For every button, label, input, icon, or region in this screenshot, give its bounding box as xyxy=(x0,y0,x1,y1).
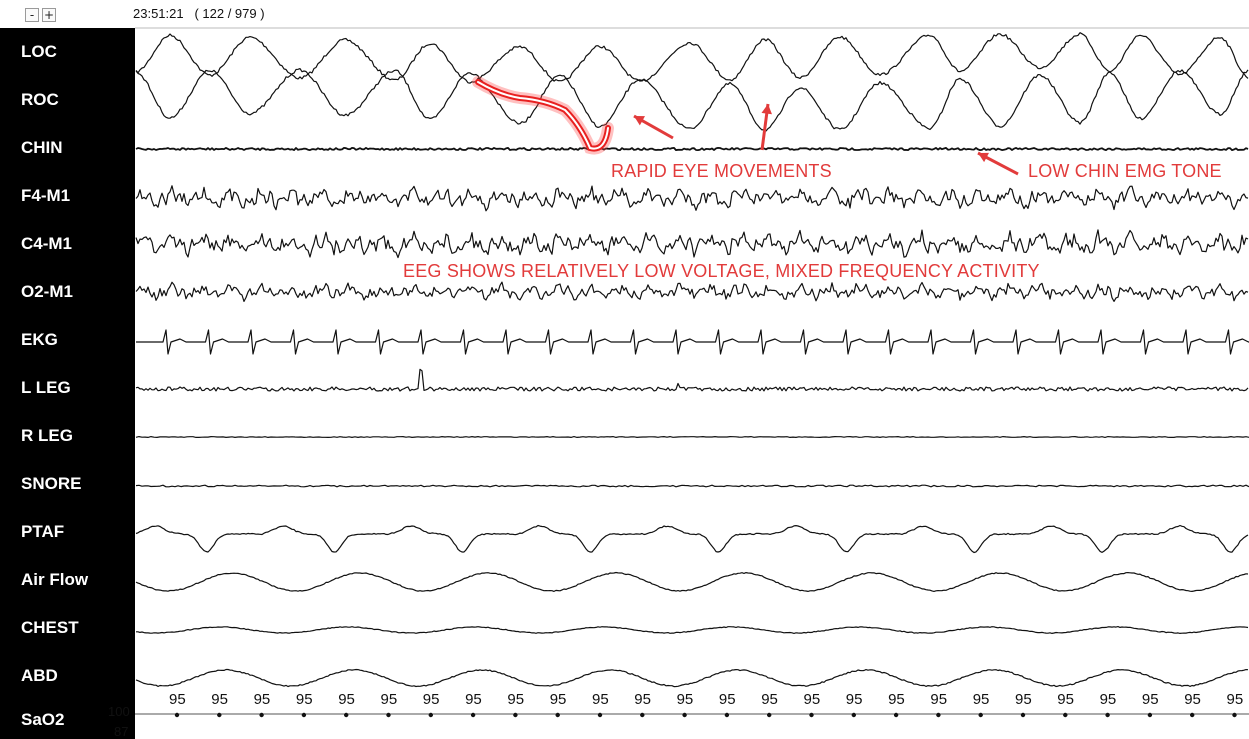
channel-label-r-leg: R LEG xyxy=(21,426,73,445)
trace-l-leg xyxy=(135,368,1249,392)
channel-label-loc: LOC xyxy=(21,42,57,61)
epoch-counter: ( 122 / 979 ) xyxy=(194,6,265,21)
channel-label-roc: ROC xyxy=(21,90,59,109)
sao2-value: 95 xyxy=(930,691,948,708)
sao2-value: 95 xyxy=(169,691,186,708)
sao2-value: 95 xyxy=(1057,691,1074,708)
sao2-marker xyxy=(767,712,772,718)
sao2-scale-min: 87 xyxy=(114,724,129,739)
sao2-value: 95 xyxy=(1141,691,1159,708)
sao2-marker xyxy=(217,712,222,718)
sao2-marker xyxy=(259,712,264,718)
sao2-marker xyxy=(640,712,645,718)
sao2-value: 95 xyxy=(592,691,609,708)
sao2-marker xyxy=(1232,712,1237,718)
channel-label-sao2: SaO2 xyxy=(21,710,65,729)
sao2-marker xyxy=(301,712,307,718)
zoom-in-button[interactable]: + xyxy=(42,8,56,22)
trace-o2-m1 xyxy=(135,281,1249,302)
sao2-value: 95 xyxy=(718,691,736,708)
highlight-core xyxy=(477,81,609,150)
sao2-value: 95 xyxy=(1099,691,1117,708)
sao2-marker xyxy=(513,712,518,718)
sao2-value: 95 xyxy=(1015,691,1032,708)
sao2-value: 95 xyxy=(803,691,821,708)
trace-loc xyxy=(135,32,1249,84)
sao2-marker xyxy=(1105,712,1110,718)
channel-label-o2-m1: O2-M1 xyxy=(21,282,73,301)
sao2-value: 95 xyxy=(465,691,482,708)
sao2-marker xyxy=(428,712,433,718)
sao2-marker xyxy=(174,712,180,718)
trace-air-flow xyxy=(135,571,1249,592)
sao2-value: 95 xyxy=(761,691,778,708)
sao2-value: 95 xyxy=(972,691,990,708)
trace-ekg xyxy=(136,329,1249,355)
sao2-value: 95 xyxy=(507,691,525,708)
sao2-marker xyxy=(682,712,687,718)
sao2-value: 95 xyxy=(422,691,440,708)
channel-label-abd: ABD xyxy=(21,666,58,685)
epoch-indicator: 23:51:21 ( 122 / 979 ) xyxy=(133,6,265,21)
sao2-marker xyxy=(978,712,983,718)
sao2-scale-max: 100 xyxy=(108,704,130,719)
arrow-chin-head xyxy=(978,152,989,163)
sao2-marker xyxy=(1020,712,1026,718)
sao2-marker xyxy=(893,712,899,718)
annotation-rapid-eye-movements: RAPID EYE MOVEMENTS xyxy=(611,161,832,181)
sao2-value: 95 xyxy=(845,691,863,708)
sao2-value: 95 xyxy=(676,691,694,708)
sao2-marker xyxy=(1063,712,1068,718)
trace-chin xyxy=(135,147,1249,151)
channel-label-chin: CHIN xyxy=(21,138,63,157)
trace-ptaf xyxy=(135,524,1249,554)
sao2-marker xyxy=(470,712,476,718)
sao2-marker xyxy=(344,712,349,718)
sao2-value: 95 xyxy=(1226,691,1244,708)
channel-label-ptaf: PTAF xyxy=(21,522,65,541)
sao2-value: 95 xyxy=(549,691,567,708)
arrow-rem-left-head xyxy=(634,116,645,126)
trace-abd xyxy=(135,668,1249,688)
channel-label-f4-m1: F4-M1 xyxy=(21,186,71,205)
trace-roc xyxy=(135,68,1249,132)
trace-c4-m1 xyxy=(135,229,1249,259)
sao2-marker xyxy=(1190,712,1195,718)
annotation-low-chin-emg-tone: LOW CHIN EMG TONE xyxy=(1028,161,1222,181)
toolbar: - + 23:51:21 ( 122 / 979 ) xyxy=(0,0,1249,28)
arrow-rem-up-head xyxy=(761,104,772,115)
sao2-marker xyxy=(851,712,856,718)
trace-chest xyxy=(136,626,1249,634)
sao2-value: 95 xyxy=(888,691,905,708)
sao2-value: 95 xyxy=(1184,691,1201,708)
trace-r-leg xyxy=(135,436,1249,438)
channel-label-ekg: EKG xyxy=(21,330,58,349)
trace-snore xyxy=(135,484,1249,488)
channel-label-panel: LOC ROC CHIN F4-M1 C4-M1 O2-M1 EKG L LEG… xyxy=(0,28,135,739)
sao2-value: 95 xyxy=(380,691,398,708)
channel-label-c4-m1: C4-M1 xyxy=(21,234,73,253)
sao2-marker xyxy=(597,712,603,718)
sao2-value: 95 xyxy=(211,691,228,708)
channel-label-l-leg: L LEG xyxy=(21,378,71,397)
sao2-marker xyxy=(1147,712,1153,718)
zoom-out-button[interactable]: - xyxy=(25,8,39,22)
trace-f4-m1 xyxy=(135,185,1249,212)
sao2-value: 95 xyxy=(634,691,651,708)
sao2-value: 95 xyxy=(295,691,313,708)
timestamp: 23:51:21 xyxy=(133,6,184,21)
sao2-value: 95 xyxy=(338,691,355,708)
sao2-marker xyxy=(555,712,560,718)
sao2-marker xyxy=(724,712,730,718)
sao2-marker xyxy=(936,712,941,718)
sao2-marker xyxy=(386,712,391,718)
channel-label-air-flow: Air Flow xyxy=(21,570,89,589)
channel-label-chest: CHEST xyxy=(21,618,79,637)
sao2-value: 95 xyxy=(253,691,271,708)
sao2-marker xyxy=(809,712,814,718)
annotation-eeg-description: EEG SHOWS RELATIVELY LOW VOLTAGE, MIXED … xyxy=(403,261,1040,281)
channel-label-snore: SNORE xyxy=(21,474,82,493)
